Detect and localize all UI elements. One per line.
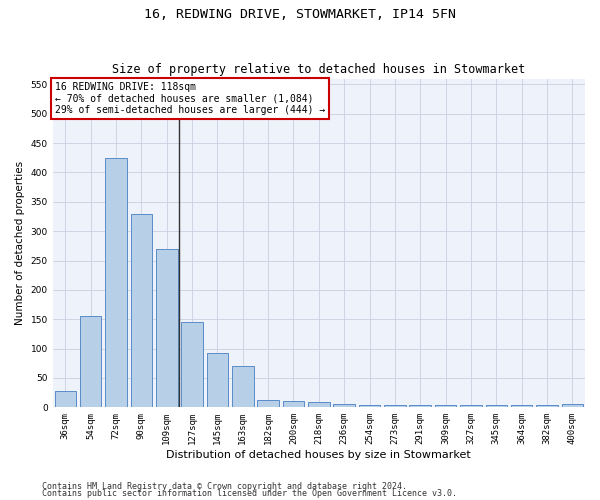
Bar [105, 158, 127, 408]
Text: Contains public sector information licensed under the Open Government Licence v3: Contains public sector information licen… [42, 489, 457, 498]
Bar [536, 405, 558, 407]
Bar [384, 405, 406, 407]
Bar [334, 404, 355, 407]
Bar [409, 405, 431, 407]
Y-axis label: Number of detached properties: Number of detached properties [15, 161, 25, 325]
Bar [80, 316, 101, 408]
Bar [181, 322, 203, 408]
Bar [511, 405, 532, 407]
Bar [131, 214, 152, 408]
Bar [308, 402, 329, 407]
Bar [435, 405, 457, 407]
Bar [206, 354, 228, 408]
Text: 16, REDWING DRIVE, STOWMARKET, IP14 5FN: 16, REDWING DRIVE, STOWMARKET, IP14 5FN [144, 8, 456, 20]
Text: Contains HM Land Registry data © Crown copyright and database right 2024.: Contains HM Land Registry data © Crown c… [42, 482, 407, 491]
Bar [283, 402, 304, 407]
Bar [485, 405, 507, 407]
Bar [562, 404, 583, 407]
Title: Size of property relative to detached houses in Stowmarket: Size of property relative to detached ho… [112, 63, 526, 76]
Bar [55, 391, 76, 407]
Text: 16 REDWING DRIVE: 118sqm
← 70% of detached houses are smaller (1,084)
29% of sem: 16 REDWING DRIVE: 118sqm ← 70% of detach… [55, 82, 326, 115]
Bar [156, 249, 178, 408]
Bar [359, 405, 380, 407]
Bar [460, 405, 482, 407]
Bar [257, 400, 279, 407]
Bar [232, 366, 254, 408]
X-axis label: Distribution of detached houses by size in Stowmarket: Distribution of detached houses by size … [166, 450, 471, 460]
